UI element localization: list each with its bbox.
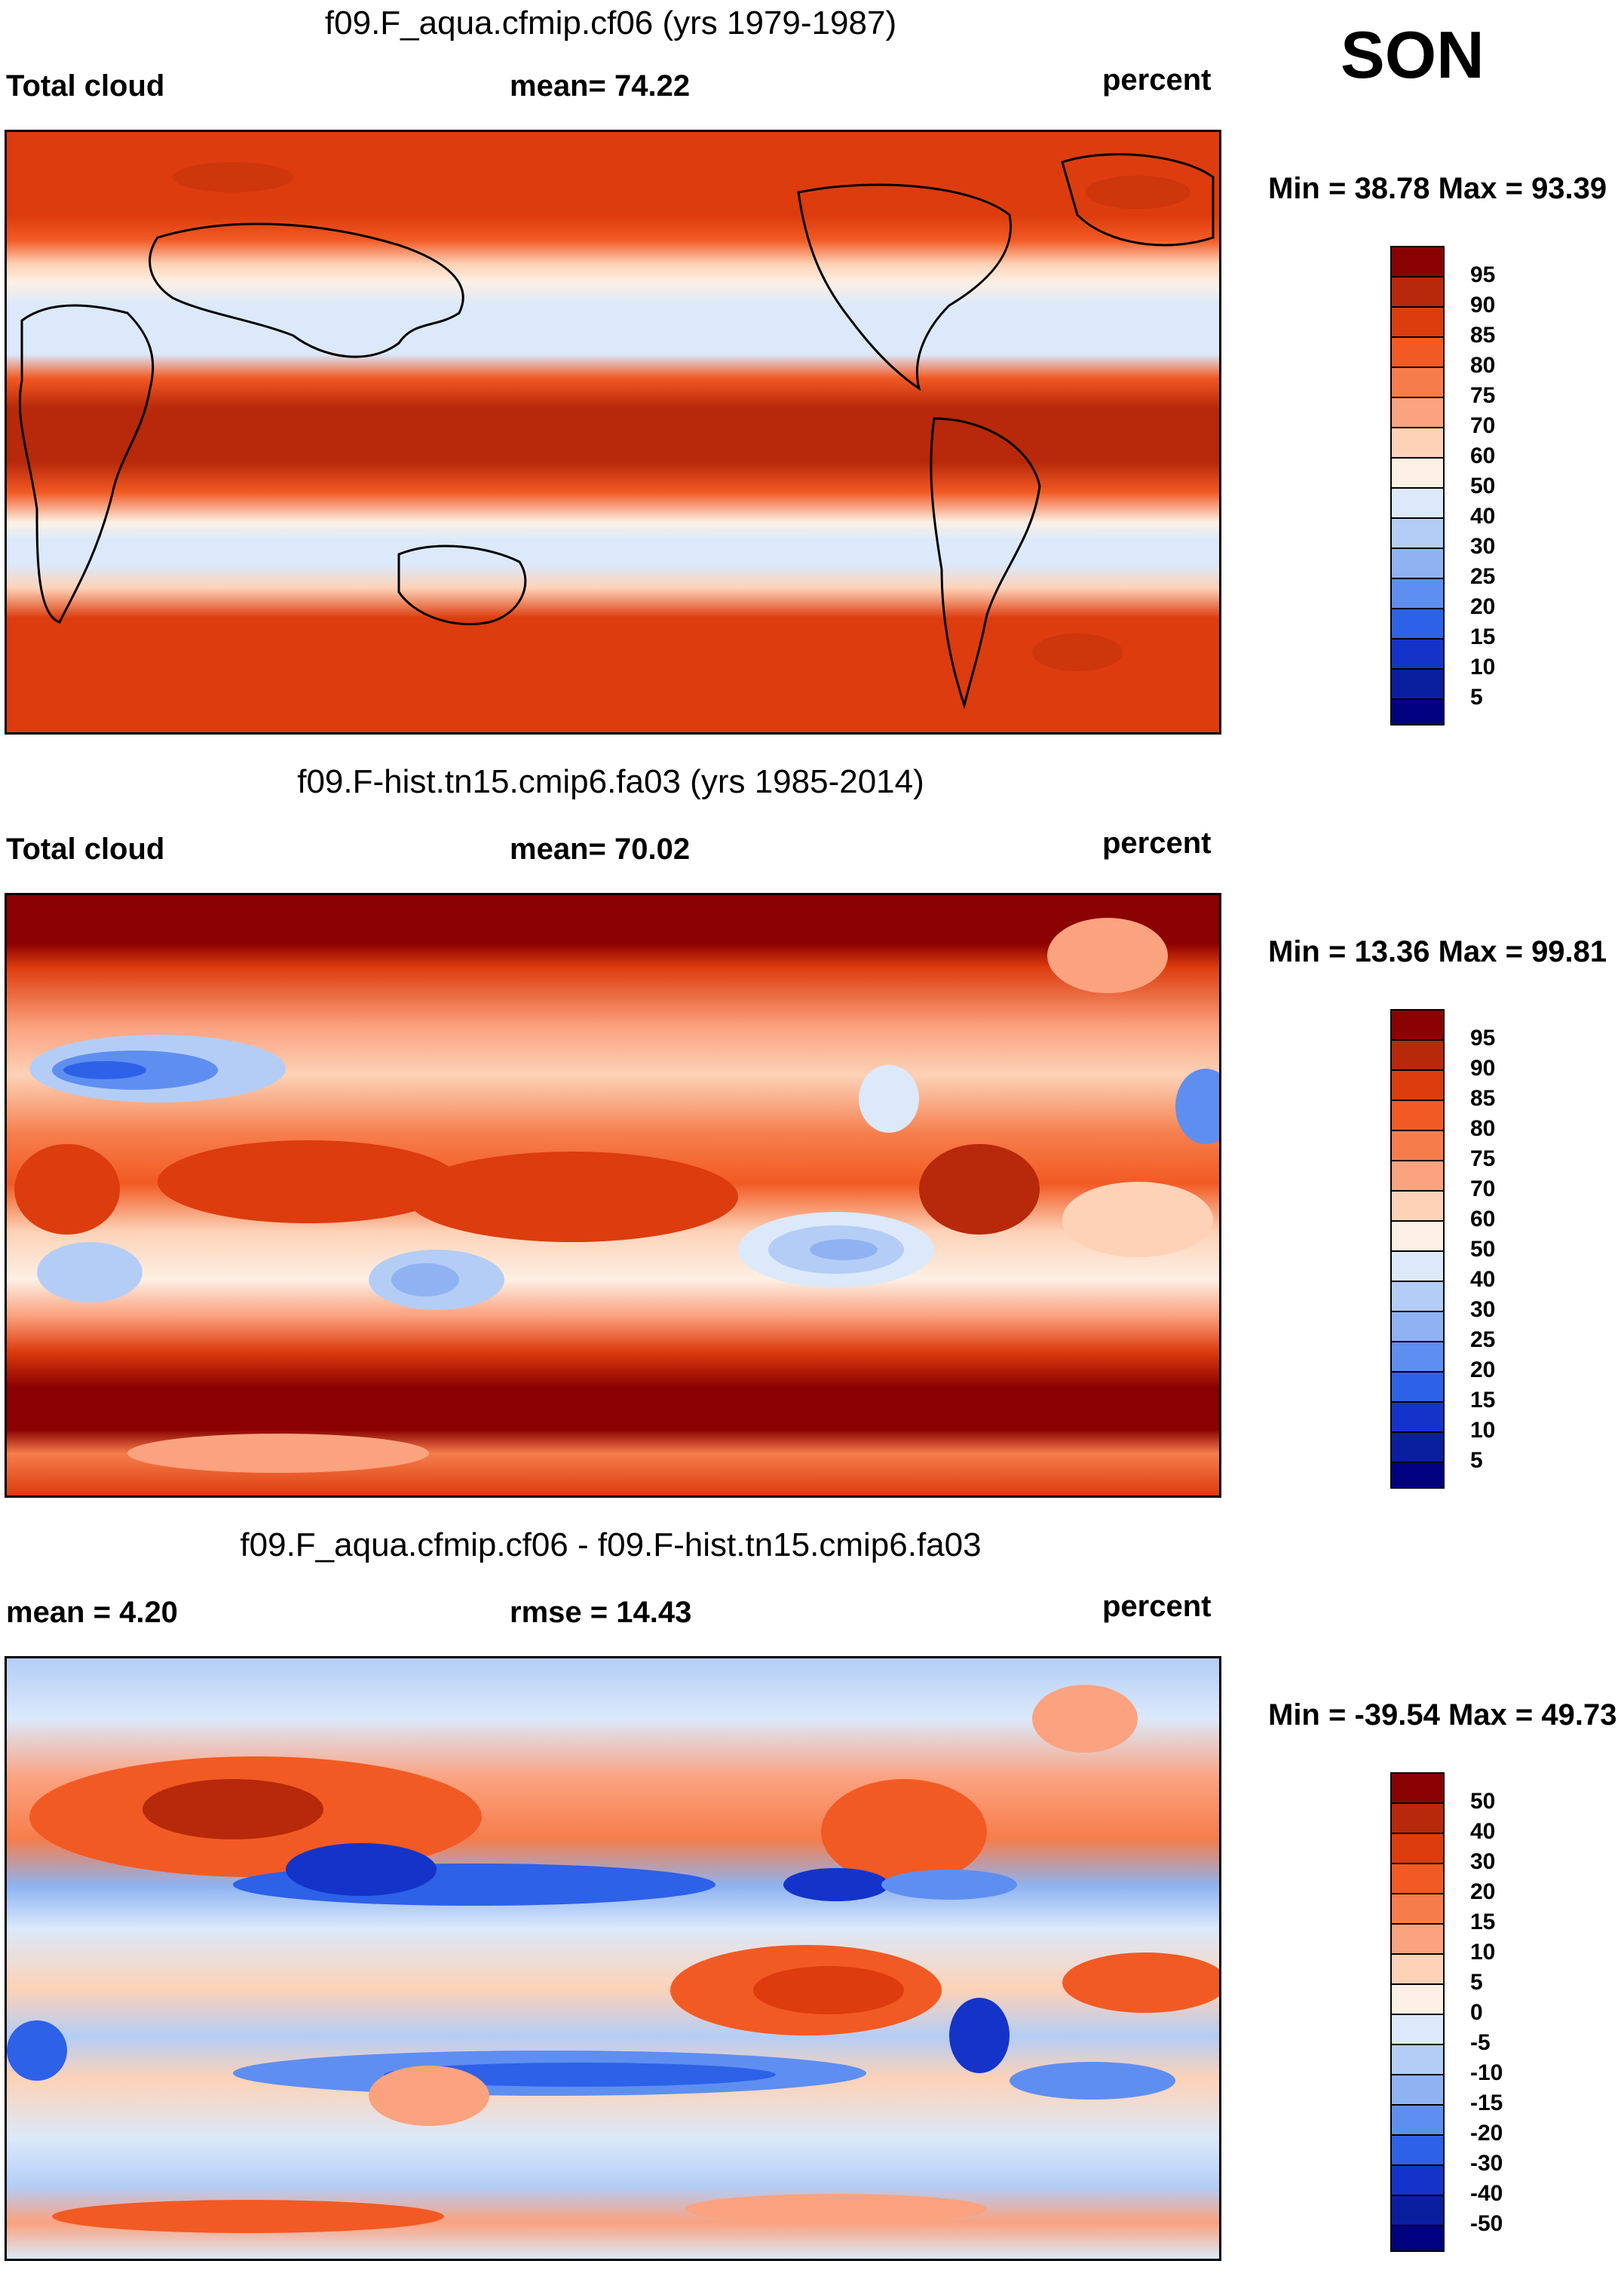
colorbar-tick: 5 xyxy=(1470,1970,1483,1995)
colorbar-tick: 60 xyxy=(1470,443,1496,468)
panel1-left-label: Total cloud xyxy=(6,69,165,103)
panel1-map xyxy=(5,130,1221,735)
colorbar-tick: 5 xyxy=(1470,685,1483,710)
colorbar-tick: 70 xyxy=(1470,413,1496,438)
colorbar-tick: 80 xyxy=(1470,1116,1496,1141)
colorbar-tick: 0 xyxy=(1470,2000,1483,2025)
colorbar-tick: 25 xyxy=(1470,1327,1496,1352)
panel2-right-label: percent xyxy=(1102,827,1212,860)
colorbar-tick: 15 xyxy=(1470,1910,1496,1934)
colorbar-tick: 50 xyxy=(1470,1789,1496,1814)
colorbar-tick: -5 xyxy=(1470,2030,1491,2055)
colorbar-tick: 5 xyxy=(1470,1448,1483,1473)
colorbar-tick: 70 xyxy=(1470,1176,1496,1201)
panel2-center-label: mean= 70.02 xyxy=(510,833,691,866)
colorbar-tick: 60 xyxy=(1470,1207,1496,1232)
colorbar-tick: 95 xyxy=(1470,262,1496,287)
colorbar-tick: 50 xyxy=(1470,474,1496,498)
panel3-map xyxy=(5,1656,1221,2261)
panel3-center-label: rmse = 14.43 xyxy=(510,1596,692,1629)
panel3-right-label: percent xyxy=(1102,1590,1212,1623)
colorbar-tick: 40 xyxy=(1470,1819,1496,1844)
panel1-minmax: Min = 38.78 Max = 93.39 xyxy=(1268,172,1607,205)
season-label: SON xyxy=(1341,17,1485,92)
colorbar-tick: 30 xyxy=(1470,1849,1496,1874)
colorbar-tick: 15 xyxy=(1470,1388,1496,1413)
colorbar-tick: 40 xyxy=(1470,1267,1496,1292)
colorbar-tick: 30 xyxy=(1470,1297,1496,1322)
panel1-right-label: percent xyxy=(1102,63,1212,97)
panel1-title: f09.F_aqua.cfmip.cf06 (yrs 1979-1987) xyxy=(324,5,897,41)
colorbar-tick: 90 xyxy=(1470,293,1496,317)
panel2-minmax: Min = 13.36 Max = 99.81 xyxy=(1268,935,1607,968)
panel1-center-label: mean= 74.22 xyxy=(510,69,691,103)
colorbar-tick: -10 xyxy=(1470,2060,1503,2085)
panel2-map xyxy=(5,893,1221,1498)
colorbar-tick: 75 xyxy=(1470,1146,1496,1171)
colorbar-tick: 25 xyxy=(1470,564,1496,589)
colorbar-tick: 85 xyxy=(1470,323,1496,348)
colorbar-tick: 10 xyxy=(1470,1940,1496,1965)
colorbar-tick: 20 xyxy=(1470,594,1496,619)
colorbar-tick: 20 xyxy=(1470,1357,1496,1382)
colorbar-tick: -40 xyxy=(1470,2181,1503,2206)
colorbar-tick: 30 xyxy=(1470,534,1496,559)
panel3-minmax: Min = -39.54 Max = 49.73 xyxy=(1268,1698,1617,1732)
colorbar-tick: 40 xyxy=(1470,504,1496,529)
colorbar-tick: 20 xyxy=(1470,1879,1496,1904)
panel2-colorbar xyxy=(1390,1009,1445,1489)
panel2-left-label: Total cloud xyxy=(6,833,165,866)
panel3-title: f09.F_aqua.cfmip.cf06 - f09.F-hist.tn15.… xyxy=(240,1526,982,1563)
colorbar-tick: 10 xyxy=(1470,655,1496,679)
colorbar-tick: 50 xyxy=(1470,1237,1496,1262)
panel3-left-label: mean = 4.20 xyxy=(6,1596,178,1629)
colorbar-tick: 90 xyxy=(1470,1056,1496,1081)
colorbar-tick: -50 xyxy=(1470,2211,1503,2236)
colorbar-tick: 80 xyxy=(1470,353,1496,378)
panel3-colorbar xyxy=(1390,1772,1445,2252)
panel2-title: f09.F-hist.tn15.cmip6.fa03 (yrs 1985-201… xyxy=(297,763,924,800)
colorbar-tick: 15 xyxy=(1470,624,1496,649)
colorbar-tick: 75 xyxy=(1470,383,1496,408)
colorbar-tick: -30 xyxy=(1470,2151,1503,2176)
colorbar-tick: -20 xyxy=(1470,2121,1503,2146)
colorbar-tick: 85 xyxy=(1470,1086,1496,1111)
colorbar-tick: 10 xyxy=(1470,1418,1496,1443)
panel1-colorbar xyxy=(1390,246,1445,725)
colorbar-tick: 95 xyxy=(1470,1026,1496,1051)
colorbar-tick: -15 xyxy=(1470,2091,1503,2115)
